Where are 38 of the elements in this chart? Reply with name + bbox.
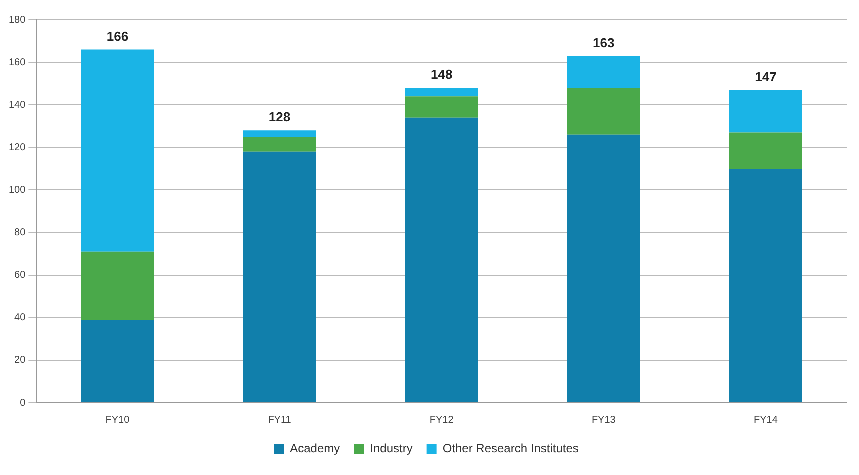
bar <box>405 88 478 97</box>
y-tick-label: 20 <box>14 355 26 366</box>
total-label: 147 <box>755 69 777 84</box>
x-tick-label: FY10 <box>106 414 130 426</box>
y-tick-label: 160 <box>8 57 26 68</box>
y-tick-label: 180 <box>8 14 26 26</box>
total-label: 128 <box>268 110 291 125</box>
legend-label: Other Research Institutes <box>442 441 579 456</box>
bar <box>81 252 154 320</box>
bar <box>243 130 316 138</box>
x-tick-label: FY11 <box>268 414 292 426</box>
bar <box>81 50 154 252</box>
y-tick-label: 100 <box>8 184 26 196</box>
x-tick-label: FY14 <box>754 414 778 426</box>
y-tick-label: 120 <box>8 142 26 154</box>
x-tick-label: FY13 <box>592 414 616 426</box>
total-label: 148 <box>430 67 453 82</box>
bar <box>730 132 802 169</box>
bar <box>567 88 640 135</box>
bar <box>81 320 154 402</box>
bar <box>730 90 802 133</box>
bar <box>405 96 478 118</box>
bar <box>567 56 640 88</box>
bar <box>243 152 316 402</box>
legend-label: Industry <box>370 441 413 456</box>
legend-label: Academy <box>290 441 340 456</box>
y-tick-label: 40 <box>14 312 26 324</box>
bar <box>405 118 478 402</box>
y-tick-label: 60 <box>14 270 26 282</box>
x-tick-label: FY12 <box>430 414 454 426</box>
bar <box>567 134 640 402</box>
y-tick-label: 80 <box>14 228 26 239</box>
y-tick-label: 0 <box>20 398 26 409</box>
bar <box>730 168 802 402</box>
bar <box>243 137 316 152</box>
total-label: 166 <box>106 28 129 44</box>
total-label: 163 <box>593 35 615 50</box>
y-tick-label: 140 <box>8 100 26 111</box>
